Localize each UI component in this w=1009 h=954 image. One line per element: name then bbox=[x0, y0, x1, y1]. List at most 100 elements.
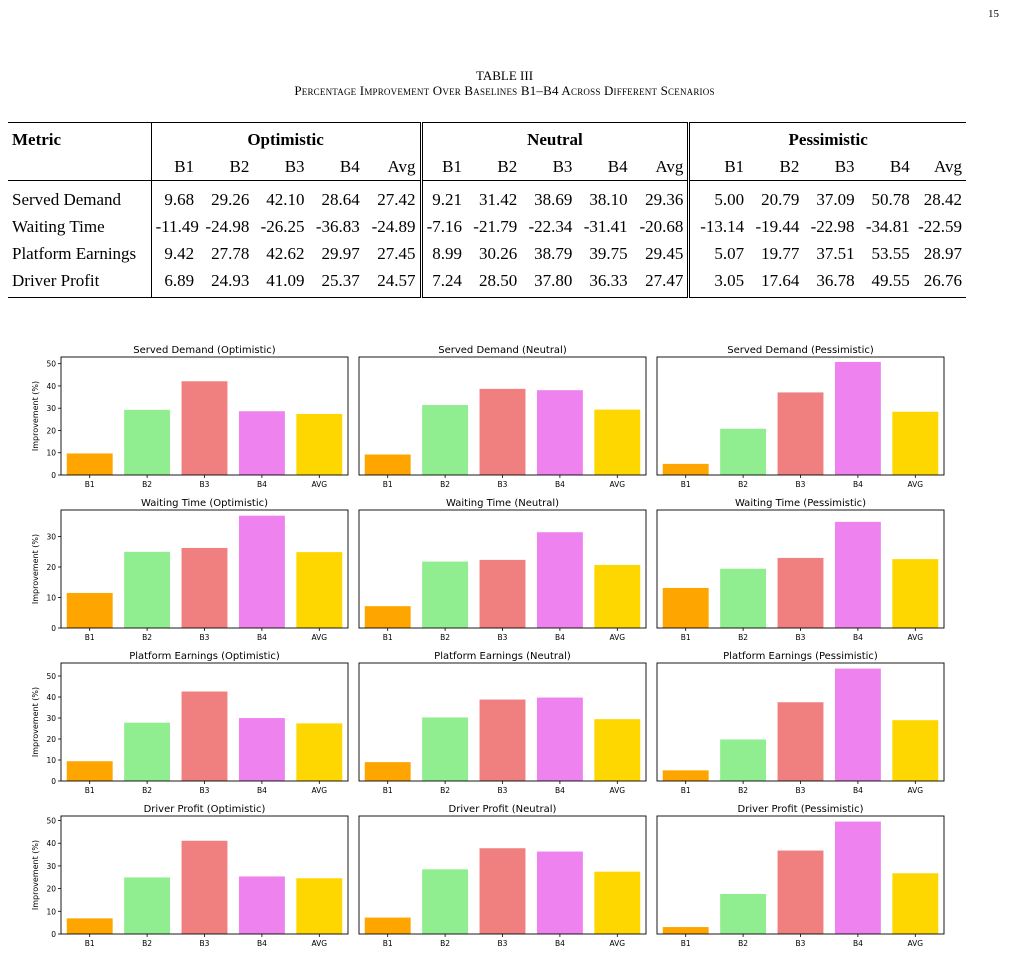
row-metric-label: Driver Profit bbox=[8, 267, 152, 298]
y-tick-label: 0 bbox=[51, 624, 56, 633]
scenario-header-optimistic: Optimistic bbox=[151, 122, 423, 153]
y-tick-label: 0 bbox=[51, 777, 56, 786]
table-cell: 42.62 bbox=[266, 243, 305, 263]
subheader-b4: B4 bbox=[858, 153, 914, 181]
y-tick-label: 10 bbox=[46, 449, 56, 458]
charts-grid: Served Demand (Optimistic) B1 B2 B3 B4 AVG 0 10… bbox=[31, 345, 945, 948]
table-cell: 3.05 bbox=[688, 267, 749, 298]
table-cell: 28.97 bbox=[923, 243, 962, 263]
table-caption: TABLE III Percentage Improvement Over Ba… bbox=[0, 68, 1009, 98]
table-cell: 37.80 bbox=[521, 267, 577, 298]
bar-b4 bbox=[536, 532, 583, 628]
subheader-b1: B1 bbox=[151, 153, 199, 181]
chart-title: Served Demand (Optimistic) bbox=[133, 345, 276, 356]
bar-b4 bbox=[834, 521, 881, 628]
table-cell: 29.45 bbox=[631, 240, 691, 267]
bar-avg bbox=[892, 873, 939, 934]
y-axis-label: Improvement (%) bbox=[31, 840, 40, 910]
table-cell: 27.45 bbox=[363, 240, 423, 267]
x-tick-label: B1 bbox=[383, 480, 393, 489]
y-tick-label: 10 bbox=[46, 594, 56, 603]
y-tick-label: 40 bbox=[46, 839, 56, 848]
y-tick-label: 30 bbox=[46, 714, 56, 723]
x-tick-label: B4 bbox=[257, 786, 267, 795]
bar-b4 bbox=[238, 515, 285, 628]
chart-title: Platform Earnings (Optimistic) bbox=[129, 651, 280, 662]
bar-b1 bbox=[662, 587, 709, 628]
bar-b2 bbox=[720, 893, 767, 934]
y-tick-label: 10 bbox=[46, 756, 56, 765]
x-tick-label: AVG bbox=[312, 786, 328, 795]
table-cell: 50.78 bbox=[871, 189, 910, 209]
chart-title: Served Demand (Neutral) bbox=[438, 345, 567, 356]
x-tick-label: AVG bbox=[908, 939, 924, 948]
results-table: Metric Optimistic Neutral Pessimistic B1… bbox=[8, 122, 966, 298]
y-tick-label: 20 bbox=[46, 563, 56, 572]
table-cell: 5.00 bbox=[714, 189, 745, 209]
x-tick-label: B4 bbox=[853, 939, 863, 948]
table-cell: -11.49 bbox=[155, 216, 199, 236]
plot-frame bbox=[358, 509, 647, 629]
table-row: Served Demand 9.68 29.26 42.10 28.64 27.42 9.2… bbox=[8, 180, 966, 213]
bar-b4 bbox=[536, 390, 583, 475]
x-tick-label: B2 bbox=[440, 633, 450, 642]
x-tick-label: B2 bbox=[440, 939, 450, 948]
x-tick-label: B3 bbox=[200, 633, 210, 642]
bar-b3 bbox=[181, 840, 228, 934]
bar-b3 bbox=[777, 850, 824, 934]
table-cell: 38.10 bbox=[589, 189, 628, 209]
plot-frame bbox=[60, 662, 349, 782]
x-tick-label: B2 bbox=[142, 786, 152, 795]
bar-b2 bbox=[124, 722, 171, 781]
y-tick-label: 40 bbox=[46, 382, 56, 391]
bar-b1 bbox=[66, 592, 113, 628]
bar-avg bbox=[892, 559, 939, 628]
plot-frame bbox=[656, 815, 945, 935]
y-tick-label: 0 bbox=[51, 471, 56, 480]
bar-chart: Driver Profit (Pessimistic) B1 B2 B3 B4 AVG bbox=[656, 804, 945, 948]
bar-b2 bbox=[124, 409, 171, 475]
table-cell: 9.68 bbox=[164, 189, 195, 209]
x-tick-label: B4 bbox=[853, 633, 863, 642]
x-tick-label: AVG bbox=[908, 480, 924, 489]
x-tick-label: B3 bbox=[498, 633, 508, 642]
bar-avg bbox=[296, 878, 343, 934]
x-tick-label: B3 bbox=[498, 786, 508, 795]
table-cell: -22.34 bbox=[528, 216, 573, 236]
table-cell: 27.78 bbox=[211, 243, 250, 263]
table-cell: 28.42 bbox=[923, 189, 962, 209]
x-tick-label: B4 bbox=[257, 480, 267, 489]
bar-b3 bbox=[777, 702, 824, 781]
subheader-b2: B2 bbox=[748, 153, 804, 181]
table-cell: 53.55 bbox=[871, 243, 910, 263]
subheader-b4: B4 bbox=[308, 153, 364, 181]
bar-b3 bbox=[479, 699, 526, 781]
bar-b3 bbox=[479, 388, 526, 475]
scenario-header-neutral: Neutral bbox=[421, 122, 691, 153]
bar-b1 bbox=[662, 770, 709, 781]
x-tick-label: B4 bbox=[853, 786, 863, 795]
bar-avg bbox=[594, 564, 641, 628]
table-cell: 27.42 bbox=[363, 180, 423, 213]
page-number: 15 bbox=[988, 8, 999, 20]
x-tick-label: B2 bbox=[738, 939, 748, 948]
table-cell: 42.10 bbox=[266, 189, 305, 209]
table-cell: 9.42 bbox=[164, 243, 195, 263]
x-tick-label: B1 bbox=[681, 633, 691, 642]
bar-b1 bbox=[364, 454, 411, 475]
table-cell: -24.98 bbox=[205, 216, 250, 236]
x-tick-label: B4 bbox=[555, 786, 565, 795]
y-axis-label: Improvement (%) bbox=[31, 534, 40, 604]
y-tick-label: 40 bbox=[46, 693, 56, 702]
x-tick-label: B3 bbox=[200, 786, 210, 795]
table-cell: -13.14 bbox=[700, 216, 745, 236]
bar-chart: Served Demand (Optimistic) B1 B2 B3 B4 AVG 0 10… bbox=[31, 345, 349, 489]
table-cell: 38.79 bbox=[534, 243, 573, 263]
x-tick-label: AVG bbox=[610, 633, 626, 642]
x-tick-label: B4 bbox=[853, 480, 863, 489]
table-cell: -19.44 bbox=[755, 216, 800, 236]
subheader-avg: Avg bbox=[631, 153, 691, 181]
y-tick-label: 50 bbox=[46, 672, 56, 681]
subheader-b4: B4 bbox=[576, 153, 632, 181]
chart-title: Platform Earnings (Pessimistic) bbox=[723, 651, 878, 662]
